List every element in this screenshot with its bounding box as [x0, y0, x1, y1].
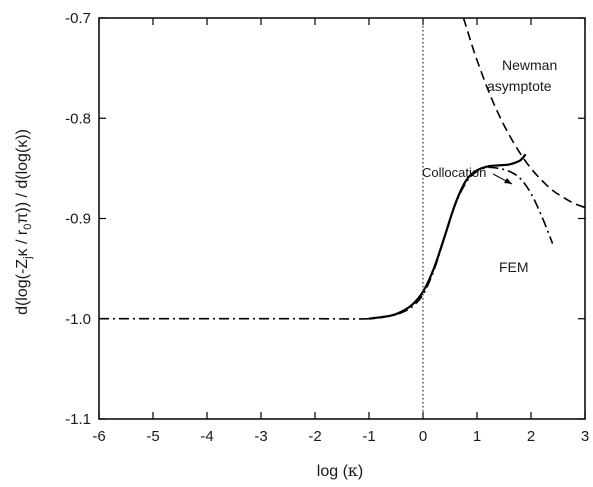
x-tick-label: 1	[473, 428, 481, 445]
annotation-newman: Newman	[502, 57, 557, 73]
x-tick-label: -1	[362, 428, 375, 445]
x-tick-label: -2	[308, 428, 321, 445]
series-layer	[99, 17, 586, 320]
annotation-fem: FEM	[499, 259, 529, 275]
y-tick-label: -0.8	[65, 110, 91, 127]
y-axis-title: d(log(-Zjκ / r0π)) / d(log(κ))	[14, 129, 34, 315]
y-tick-label: -1.0	[65, 311, 91, 328]
x-tick-label: 0	[419, 428, 427, 445]
x-axis-title: log (κ)	[317, 461, 363, 480]
y-tick-label: -0.7	[65, 10, 91, 27]
x-tick-label: -5	[146, 428, 159, 445]
annotation-collocation: Collocation	[422, 165, 486, 180]
x-tick-label: 3	[581, 428, 589, 445]
annotation-asymptote: asymptote	[487, 78, 552, 94]
collocation-arrow-head	[504, 178, 512, 184]
x-tick-label: -3	[254, 428, 267, 445]
x-tick-label: -4	[200, 428, 213, 445]
x-tick-label: -6	[92, 428, 105, 445]
plot-frame	[98, 17, 586, 420]
y-tick-label: -1.1	[65, 411, 91, 428]
series-newman-asymptote	[462, 17, 586, 209]
x-tick-label: 2	[527, 428, 535, 445]
series-fem	[99, 166, 554, 320]
y-tick-label: -0.9	[65, 211, 91, 228]
tick-labels: -6 -5 -4 -3 -2 -1 0 1 2 3 -1.1 -1.0 -0.9 -0.8 -0.7	[65, 10, 589, 445]
